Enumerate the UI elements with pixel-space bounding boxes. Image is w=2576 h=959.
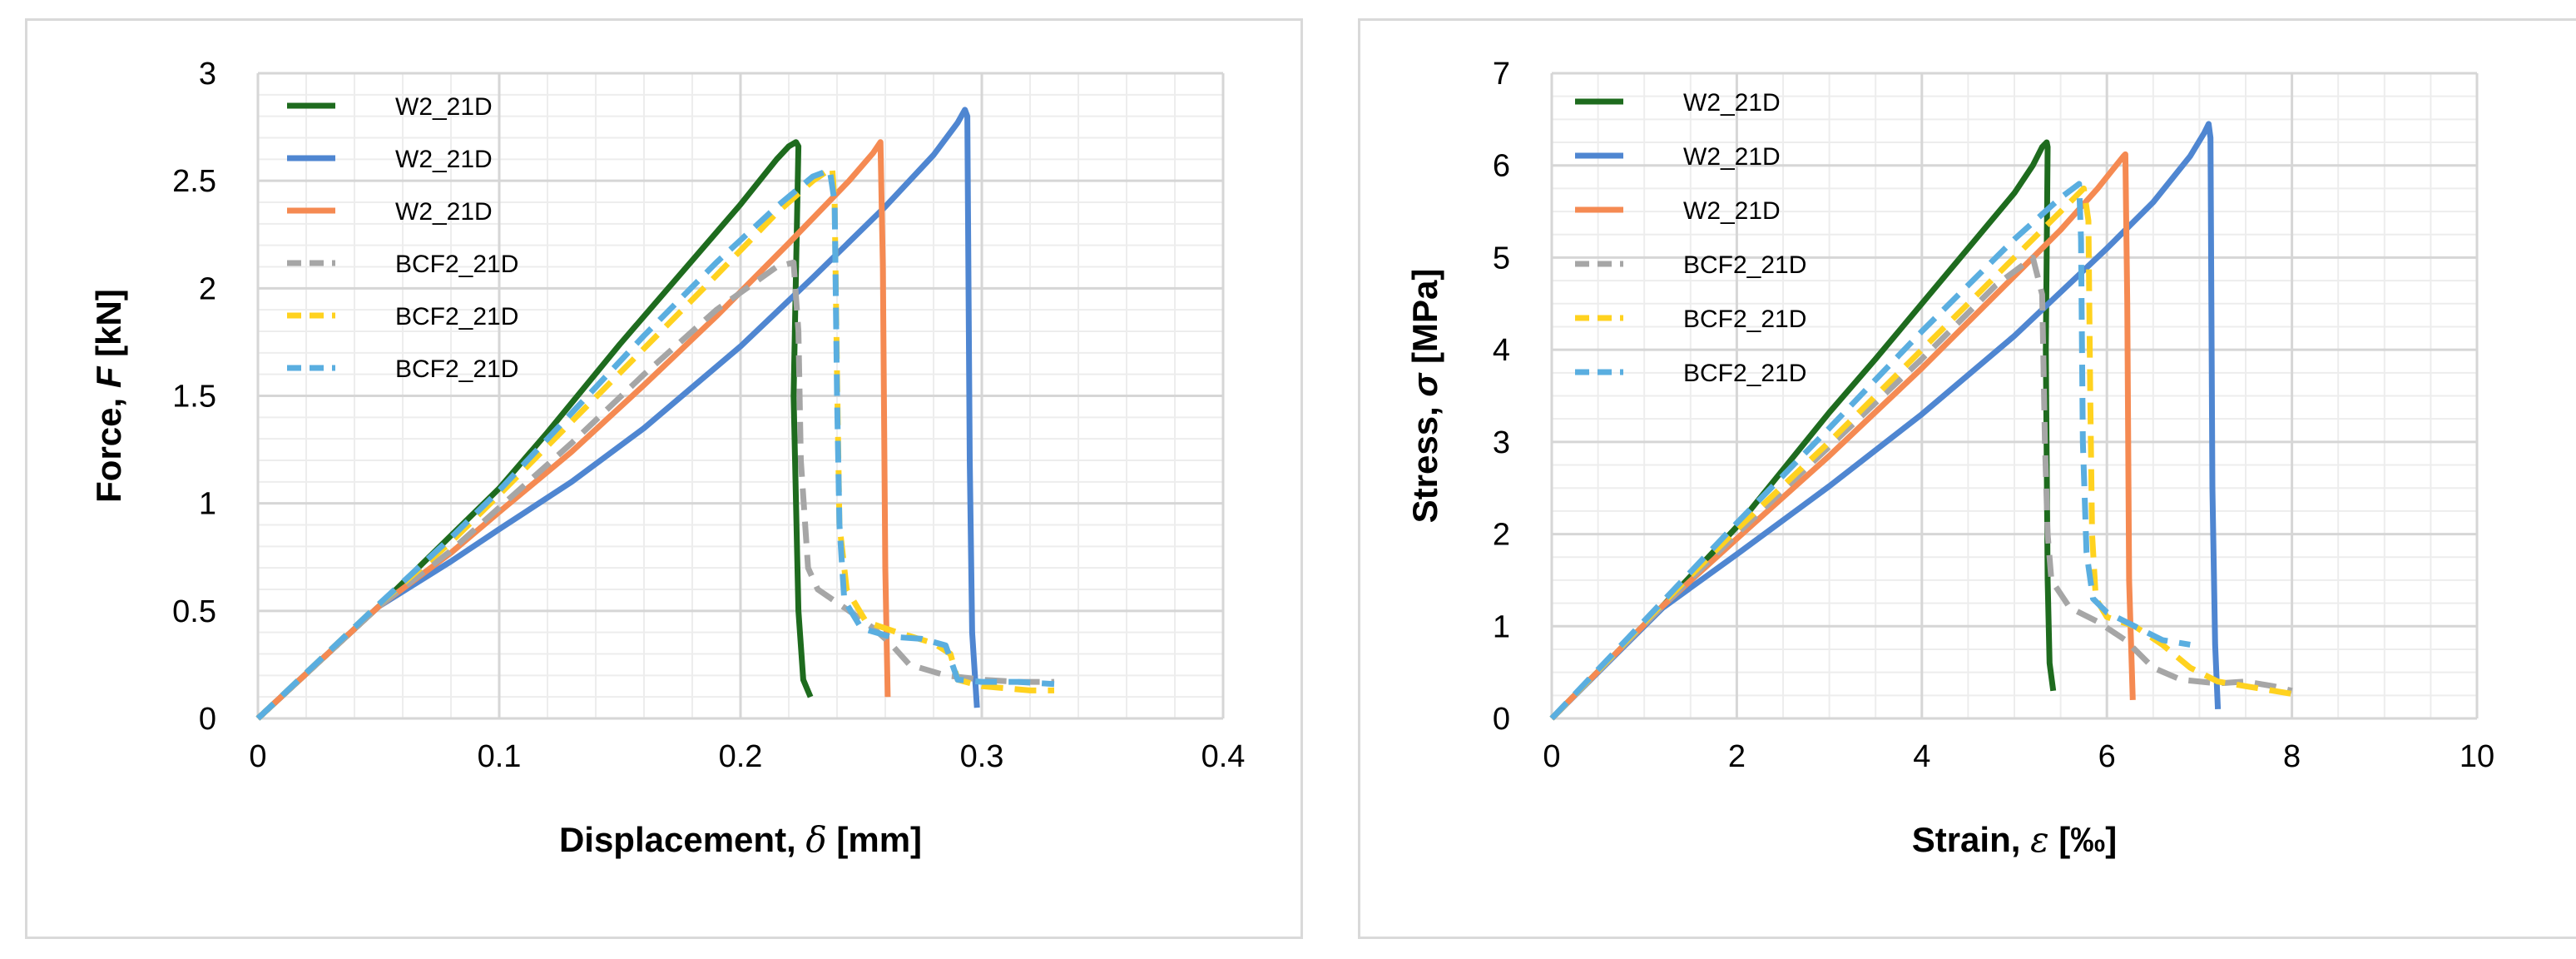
legend-label: W2_21D	[1683, 143, 1781, 171]
y-axis-title: Stress, σ [MPa]	[1405, 269, 1444, 524]
x-tick-label: 0.4	[1201, 739, 1246, 774]
legend-label: BCF2_21D	[395, 303, 518, 330]
x-tick-label: 8	[2283, 739, 2301, 774]
series-line-5	[255, 165, 1054, 721]
x-tick-label: 2	[1728, 739, 1746, 774]
y-tick-label: 5	[1493, 241, 1510, 276]
force-displacement-plot: 0 0.1 0.2 0.3 0.4 0 0.5 1 1.5 2 2.5 3 Displacement, …	[89, 57, 1246, 860]
x-tick-label: 10	[2460, 739, 2494, 774]
series-line-2	[255, 107, 980, 721]
x-tick-label: 0	[249, 739, 266, 774]
series-line-5	[1549, 185, 2302, 721]
force-displacement-chart: 0 0.1 0.2 0.3 0.4 0 0.5 1 1.5 2 2.5 3 Displacement, …	[25, 18, 1303, 939]
y-tick-label: 3	[199, 57, 216, 92]
series-line-4	[1549, 254, 2293, 721]
x-tick-label: 6	[2098, 739, 2116, 774]
y-tick-label: 1.5	[172, 380, 216, 415]
major-gridlines	[256, 72, 1225, 720]
stress-strain-chart: 0 2 4 6 8 10 0 1 2 3 4 5 6 7 Strain, ε [‰] Stress, σ [M…	[1358, 18, 2576, 939]
series-line-2	[1549, 121, 2222, 721]
y-tick-label: 7	[1493, 57, 1510, 92]
legend-label: W2_21D	[395, 146, 493, 173]
legend-label: BCF2_21D	[1683, 251, 1806, 279]
series-lines	[255, 107, 1055, 721]
x-axis-title: Strain, ε [‰]	[1912, 819, 2118, 860]
x-tick-label: 0.3	[960, 739, 1004, 774]
y-tick-label: 1	[199, 487, 216, 522]
series-line-1	[1549, 139, 2057, 721]
series-line-3	[255, 139, 891, 721]
x-tick-label: 0	[1543, 739, 1560, 774]
legend-label: BCF2_21D	[395, 251, 518, 278]
legend-label: BCF2_21D	[1683, 360, 1806, 387]
x-axis-title: Displacement, δ [mm]	[559, 819, 922, 860]
y-tick-label: 2.5	[172, 164, 216, 199]
y-tick-label: 0.5	[172, 594, 216, 629]
stress-strain-plot: 0 2 4 6 8 10 0 1 2 3 4 5 6 7 Strain, ε [‰] Stress, σ [M…	[1405, 57, 2494, 860]
x-tick-label: 4	[1913, 739, 1930, 774]
legend-label: W2_21D	[1683, 197, 1781, 225]
x-tick-label: 0.2	[719, 739, 763, 774]
legend-label: BCF2_21D	[395, 355, 518, 383]
legend-label: W2_21D	[395, 198, 493, 226]
series-line-6	[1549, 181, 2191, 721]
y-tick-label: 4	[1493, 333, 1510, 368]
y-tick-label: 6	[1493, 149, 1510, 184]
series-line-4	[255, 259, 1054, 721]
legend-label: W2_21D	[1683, 89, 1781, 117]
y-tick-label: 1	[1493, 609, 1510, 644]
y-axis-title: Force, F [kN]	[89, 289, 128, 503]
series-line-6	[255, 166, 1055, 721]
x-tick-label: 0.1	[478, 739, 522, 774]
y-tick-label: 2	[1493, 518, 1510, 553]
series-lines	[1549, 121, 2302, 721]
legend: W2_21D W2_21D W2_21D BCF2_21D BCF2_21D BCF2_2…	[1575, 89, 1806, 387]
y-tick-label: 0	[1493, 702, 1510, 737]
legend: W2_21D W2_21D W2_21D BCF2_21D BCF2_21D BCF2_2…	[287, 93, 518, 383]
y-tick-label: 2	[199, 271, 216, 306]
y-tick-label: 3	[1493, 425, 1510, 460]
legend-label: BCF2_21D	[1683, 306, 1806, 333]
y-tick-label: 0	[199, 702, 216, 737]
legend-label: W2_21D	[395, 93, 493, 121]
